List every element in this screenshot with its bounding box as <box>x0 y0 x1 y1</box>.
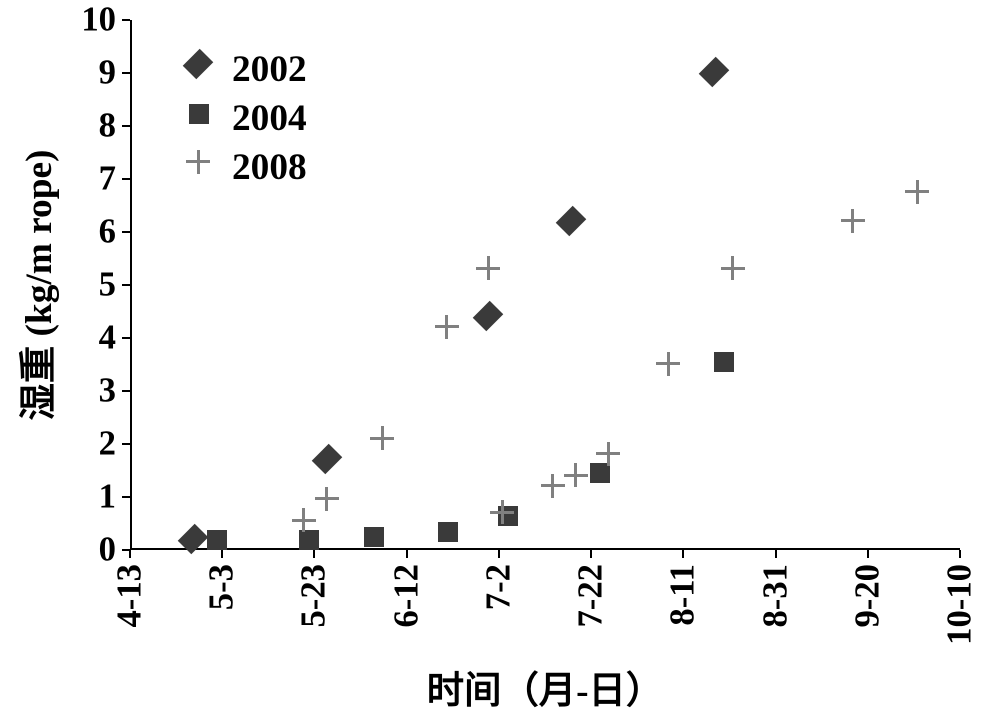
x-tick-label: 8-31 <box>756 564 795 628</box>
y-tick-label: 7 <box>80 160 116 199</box>
diamond-marker <box>571 221 583 233</box>
y-tick <box>122 443 130 445</box>
y-tick-label: 4 <box>80 319 116 358</box>
x-axis-label: 时间（月-日） <box>427 660 663 714</box>
plus-marker <box>917 192 929 204</box>
y-tick <box>122 19 130 21</box>
legend-item: 2008 <box>190 146 307 189</box>
plus-marker <box>488 268 500 280</box>
y-tick-label: 10 <box>80 1 116 40</box>
x-tick <box>775 550 777 558</box>
x-tick <box>867 550 869 558</box>
y-tick-label: 6 <box>80 213 116 252</box>
y-tick <box>122 125 130 127</box>
diamond-marker <box>488 316 500 328</box>
legend-label: 2002 <box>232 48 307 91</box>
y-tick <box>122 72 130 74</box>
y-tick <box>122 390 130 392</box>
y-tick-label: 9 <box>80 54 116 93</box>
diamond-marker <box>714 72 726 84</box>
plus-marker <box>608 454 620 466</box>
plus-marker <box>553 486 565 498</box>
legend: 2002 2004 2008 <box>190 48 307 189</box>
x-tick-label: 8-11 <box>664 564 703 626</box>
y-tick-label: 5 <box>80 266 116 305</box>
x-tick-label: 7-22 <box>572 564 611 628</box>
y-tick <box>122 284 130 286</box>
x-tick-label: 5-23 <box>295 564 334 628</box>
square-marker <box>448 532 458 542</box>
legend-item: 2004 <box>190 97 307 140</box>
y-tick <box>122 496 130 498</box>
y-tick-label: 2 <box>80 425 116 464</box>
square-marker <box>217 540 227 550</box>
square-marker <box>199 114 209 124</box>
square-marker <box>600 473 610 483</box>
plus-marker <box>733 268 745 280</box>
x-tick <box>221 550 223 558</box>
plus-marker <box>382 438 394 450</box>
y-tick <box>122 337 130 339</box>
y-tick-label: 3 <box>80 372 116 411</box>
plus-marker <box>327 499 339 511</box>
x-tick <box>406 550 408 558</box>
plus-marker <box>304 520 316 532</box>
x-tick-label: 7-2 <box>479 564 518 610</box>
chart-root: 湿重 (kg/m rope) 时间（月-日） 200220042008 0123… <box>0 0 1000 708</box>
x-tick <box>129 550 131 558</box>
plus-marker <box>853 221 865 233</box>
x-tick <box>313 550 315 558</box>
diamond-marker <box>198 64 210 76</box>
diamond-marker <box>327 459 339 471</box>
y-tick-label: 8 <box>80 107 116 146</box>
plus-marker <box>447 327 459 339</box>
x-tick-label: 5-3 <box>203 564 242 610</box>
y-axis-label: 湿重 (kg/m rope) <box>8 150 62 421</box>
x-tick-label: 6-12 <box>387 564 426 628</box>
square-marker <box>309 540 319 550</box>
diamond-marker <box>193 539 205 551</box>
plus-marker <box>668 364 680 376</box>
y-tick <box>122 178 130 180</box>
plus-marker <box>576 475 588 487</box>
legend-label: 2004 <box>232 97 307 140</box>
y-tick-label: 1 <box>80 478 116 517</box>
x-tick <box>498 550 500 558</box>
plus-marker <box>502 512 514 524</box>
x-tick <box>959 550 961 558</box>
x-tick-label: 10-10 <box>941 564 980 645</box>
square-marker <box>374 537 384 547</box>
x-tick <box>682 550 684 558</box>
legend-item: 2002 <box>190 48 307 91</box>
y-tick <box>122 231 130 233</box>
x-tick <box>590 550 592 558</box>
x-tick-label: 4-13 <box>111 564 150 628</box>
legend-label: 2008 <box>232 146 307 189</box>
x-tick-label: 9-20 <box>848 564 887 628</box>
plus-marker <box>198 162 210 174</box>
square-marker <box>724 362 734 372</box>
